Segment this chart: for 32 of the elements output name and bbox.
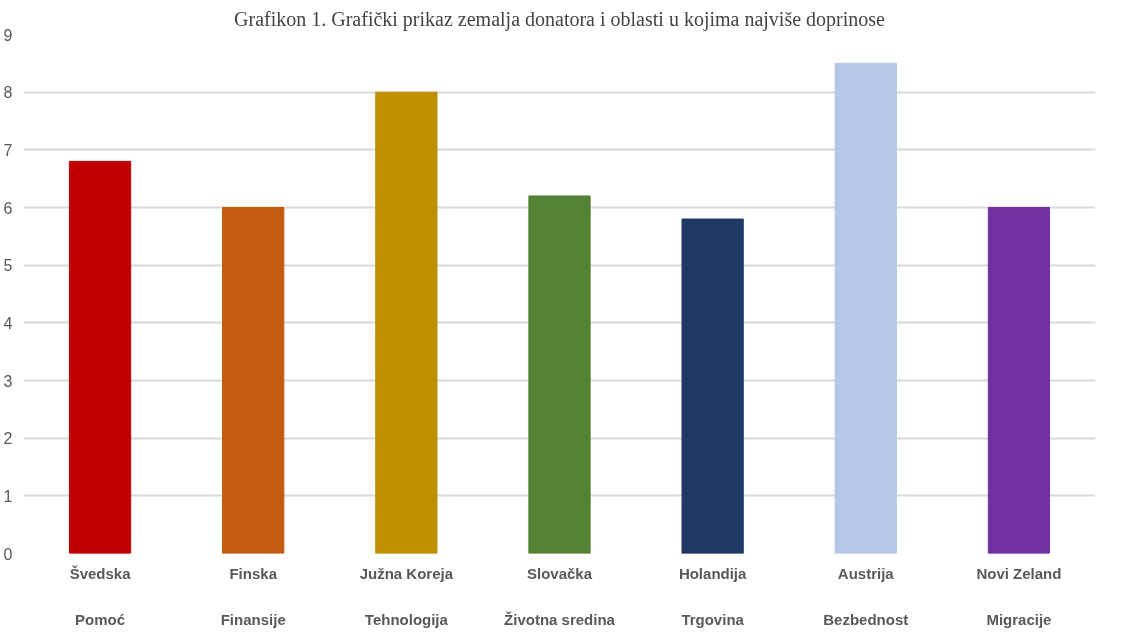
x-tick-label: Holandija	[678, 564, 748, 582]
x-tick-label: Južna Koreja	[359, 564, 454, 582]
x-tick-label: Novi Zeland	[976, 564, 1062, 582]
text: Pomoć	[75, 610, 126, 628]
y-tick-label: 1	[3, 487, 13, 505]
x-tick-label: Austrija	[837, 564, 895, 582]
y-tick-label: 7	[3, 141, 13, 159]
x-tick-label: Finska	[229, 564, 278, 582]
text: Životna sredina	[504, 610, 616, 628]
text: Migracije	[986, 610, 1052, 628]
y-tick-label: 3	[3, 372, 13, 390]
text: Trgovina	[681, 610, 745, 628]
bar	[68, 160, 132, 554]
chart-title: Grafikon 1. Grafički prikaz zemalja donatora i oblasti u kojima najviše doprinose	[234, 7, 886, 31]
y-tick-label: 9	[3, 26, 13, 44]
bar	[375, 91, 438, 554]
bar	[987, 207, 1051, 554]
y-tick-label: 5	[3, 257, 13, 275]
y-tick-label: 2	[3, 430, 13, 448]
x-tick-label: Švedska	[69, 564, 132, 582]
bar	[222, 207, 285, 554]
x-tick-label: Slovačka	[526, 564, 593, 582]
bar	[681, 218, 744, 554]
y-tick-label: 0	[3, 545, 13, 563]
y-tick-label: 8	[3, 84, 13, 102]
y-tick-label: 6	[3, 199, 13, 217]
bar	[834, 62, 897, 554]
text: Bezbednost	[823, 610, 909, 628]
y-tick-label: 4	[3, 314, 13, 332]
text: Tehnologija	[364, 610, 449, 628]
bar	[528, 195, 591, 554]
text: Finansije	[220, 610, 286, 628]
